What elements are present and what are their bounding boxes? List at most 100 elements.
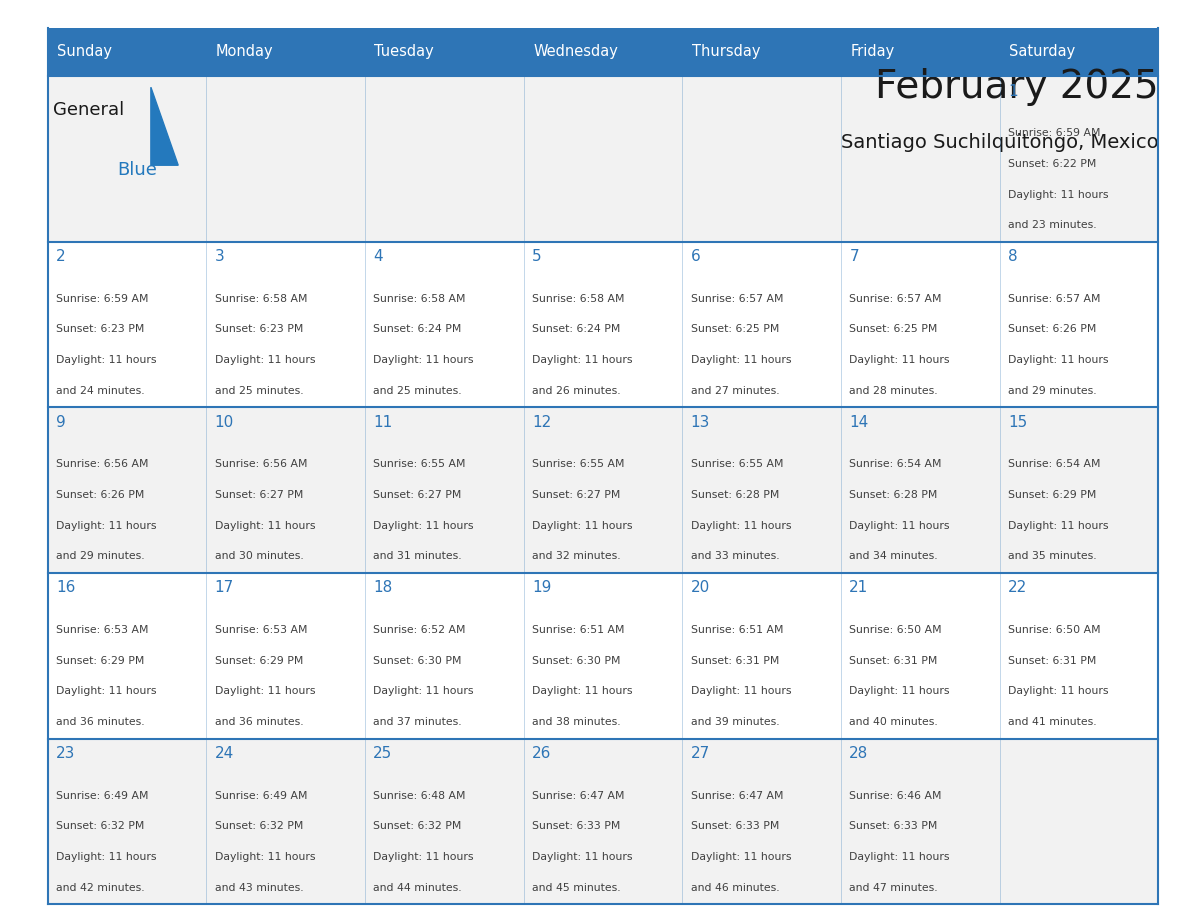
Text: Wednesday: Wednesday — [533, 44, 618, 60]
Text: 16: 16 — [56, 580, 75, 596]
Text: and 30 minutes.: and 30 minutes. — [215, 552, 303, 562]
Text: and 33 minutes.: and 33 minutes. — [690, 552, 779, 562]
Text: 1: 1 — [1007, 84, 1018, 98]
Text: Sunrise: 6:59 AM: Sunrise: 6:59 AM — [56, 294, 148, 304]
Text: Sunrise: 6:56 AM: Sunrise: 6:56 AM — [56, 460, 148, 469]
Text: General: General — [53, 101, 125, 119]
Text: Daylight: 11 hours: Daylight: 11 hours — [690, 687, 791, 697]
Text: Daylight: 11 hours: Daylight: 11 hours — [849, 852, 949, 862]
Text: Sunset: 6:25 PM: Sunset: 6:25 PM — [849, 324, 937, 334]
Text: Sunset: 6:28 PM: Sunset: 6:28 PM — [690, 490, 779, 500]
Text: Sunset: 6:22 PM: Sunset: 6:22 PM — [1007, 159, 1097, 169]
Text: Sunset: 6:29 PM: Sunset: 6:29 PM — [215, 655, 303, 666]
Text: 2: 2 — [56, 249, 65, 264]
Text: and 26 minutes.: and 26 minutes. — [532, 386, 620, 396]
Text: Sunrise: 6:55 AM: Sunrise: 6:55 AM — [373, 460, 466, 469]
Text: Daylight: 11 hours: Daylight: 11 hours — [532, 687, 632, 697]
Text: Daylight: 11 hours: Daylight: 11 hours — [532, 355, 632, 365]
Text: 4: 4 — [373, 249, 383, 264]
Text: Sunrise: 6:57 AM: Sunrise: 6:57 AM — [690, 294, 783, 304]
Text: 21: 21 — [849, 580, 868, 596]
Text: 17: 17 — [215, 580, 234, 596]
Text: and 43 minutes.: and 43 minutes. — [215, 882, 303, 892]
Text: and 23 minutes.: and 23 minutes. — [1007, 220, 1097, 230]
Text: 15: 15 — [1007, 415, 1028, 430]
Bar — [48, 76, 1158, 241]
Text: Sunset: 6:29 PM: Sunset: 6:29 PM — [56, 655, 144, 666]
Text: Daylight: 11 hours: Daylight: 11 hours — [215, 521, 315, 531]
Text: Daylight: 11 hours: Daylight: 11 hours — [849, 521, 949, 531]
Text: Saturday: Saturday — [1009, 44, 1075, 60]
Text: Sunrise: 6:57 AM: Sunrise: 6:57 AM — [849, 294, 942, 304]
Text: and 29 minutes.: and 29 minutes. — [1007, 386, 1097, 396]
Text: Sunset: 6:32 PM: Sunset: 6:32 PM — [215, 822, 303, 832]
Text: 19: 19 — [532, 580, 551, 596]
Text: Sunrise: 6:55 AM: Sunrise: 6:55 AM — [532, 460, 625, 469]
Text: and 38 minutes.: and 38 minutes. — [532, 717, 620, 727]
Text: and 41 minutes.: and 41 minutes. — [1007, 717, 1097, 727]
Text: Sunrise: 6:54 AM: Sunrise: 6:54 AM — [849, 460, 942, 469]
Text: Sunrise: 6:55 AM: Sunrise: 6:55 AM — [690, 460, 783, 469]
Text: Sunset: 6:33 PM: Sunset: 6:33 PM — [532, 822, 620, 832]
Text: Daylight: 11 hours: Daylight: 11 hours — [56, 852, 157, 862]
Text: Sunrise: 6:59 AM: Sunrise: 6:59 AM — [1007, 129, 1100, 139]
Text: Daylight: 11 hours: Daylight: 11 hours — [690, 355, 791, 365]
Text: and 27 minutes.: and 27 minutes. — [690, 386, 779, 396]
Text: Daylight: 11 hours: Daylight: 11 hours — [56, 687, 157, 697]
Text: 18: 18 — [373, 580, 392, 596]
Text: 20: 20 — [690, 580, 709, 596]
Text: 25: 25 — [373, 746, 392, 761]
Text: and 25 minutes.: and 25 minutes. — [215, 386, 303, 396]
Text: Sunrise: 6:53 AM: Sunrise: 6:53 AM — [215, 625, 307, 635]
Text: Sunset: 6:32 PM: Sunset: 6:32 PM — [56, 822, 144, 832]
Text: Daylight: 11 hours: Daylight: 11 hours — [373, 355, 474, 365]
Text: Daylight: 11 hours: Daylight: 11 hours — [532, 521, 632, 531]
Text: Daylight: 11 hours: Daylight: 11 hours — [215, 355, 315, 365]
Text: Daylight: 11 hours: Daylight: 11 hours — [56, 521, 157, 531]
Text: Sunset: 6:28 PM: Sunset: 6:28 PM — [849, 490, 937, 500]
Text: Daylight: 11 hours: Daylight: 11 hours — [1007, 189, 1108, 199]
Text: and 47 minutes.: and 47 minutes. — [849, 882, 937, 892]
Text: Daylight: 11 hours: Daylight: 11 hours — [849, 687, 949, 697]
Text: Sunday: Sunday — [57, 44, 112, 60]
Text: and 25 minutes.: and 25 minutes. — [373, 386, 462, 396]
Text: and 31 minutes.: and 31 minutes. — [373, 552, 462, 562]
Text: Sunset: 6:27 PM: Sunset: 6:27 PM — [215, 490, 303, 500]
Text: Sunset: 6:31 PM: Sunset: 6:31 PM — [1007, 655, 1097, 666]
Text: Santiago Suchilquitongo, Mexico: Santiago Suchilquitongo, Mexico — [841, 133, 1158, 151]
Text: Sunset: 6:30 PM: Sunset: 6:30 PM — [532, 655, 620, 666]
Text: and 39 minutes.: and 39 minutes. — [690, 717, 779, 727]
Text: Sunset: 6:30 PM: Sunset: 6:30 PM — [373, 655, 462, 666]
Text: Sunset: 6:31 PM: Sunset: 6:31 PM — [849, 655, 937, 666]
Bar — [48, 28, 1158, 76]
Text: Sunrise: 6:53 AM: Sunrise: 6:53 AM — [56, 625, 148, 635]
Text: Sunset: 6:24 PM: Sunset: 6:24 PM — [532, 324, 620, 334]
Text: Sunrise: 6:49 AM: Sunrise: 6:49 AM — [215, 790, 307, 800]
Text: 23: 23 — [56, 746, 75, 761]
Text: and 32 minutes.: and 32 minutes. — [532, 552, 620, 562]
Text: Sunset: 6:32 PM: Sunset: 6:32 PM — [373, 822, 462, 832]
Text: Sunrise: 6:48 AM: Sunrise: 6:48 AM — [373, 790, 466, 800]
Text: Daylight: 11 hours: Daylight: 11 hours — [532, 852, 632, 862]
Text: Sunset: 6:33 PM: Sunset: 6:33 PM — [849, 822, 937, 832]
Text: 28: 28 — [849, 746, 868, 761]
Text: Sunrise: 6:57 AM: Sunrise: 6:57 AM — [1007, 294, 1100, 304]
Text: Sunrise: 6:47 AM: Sunrise: 6:47 AM — [532, 790, 625, 800]
Text: 14: 14 — [849, 415, 868, 430]
Bar — [48, 573, 1158, 739]
Text: Daylight: 11 hours: Daylight: 11 hours — [690, 852, 791, 862]
Text: February 2025: February 2025 — [874, 68, 1158, 106]
Text: Daylight: 11 hours: Daylight: 11 hours — [1007, 687, 1108, 697]
Text: and 40 minutes.: and 40 minutes. — [849, 717, 939, 727]
Text: Sunset: 6:33 PM: Sunset: 6:33 PM — [690, 822, 779, 832]
Text: and 42 minutes.: and 42 minutes. — [56, 882, 145, 892]
Text: Sunrise: 6:52 AM: Sunrise: 6:52 AM — [373, 625, 466, 635]
Text: and 44 minutes.: and 44 minutes. — [373, 882, 462, 892]
Text: Sunrise: 6:58 AM: Sunrise: 6:58 AM — [215, 294, 307, 304]
Text: 5: 5 — [532, 249, 542, 264]
Text: 9: 9 — [56, 415, 65, 430]
Text: Daylight: 11 hours: Daylight: 11 hours — [373, 852, 474, 862]
Text: Daylight: 11 hours: Daylight: 11 hours — [690, 521, 791, 531]
Text: Sunset: 6:26 PM: Sunset: 6:26 PM — [1007, 324, 1097, 334]
Text: 27: 27 — [690, 746, 709, 761]
